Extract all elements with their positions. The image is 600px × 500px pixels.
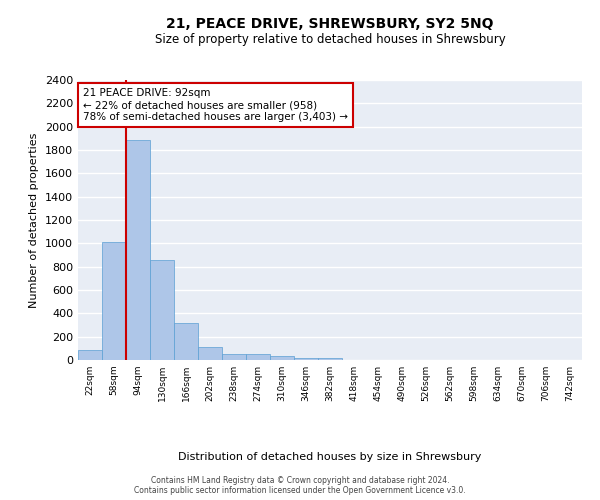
Text: 21 PEACE DRIVE: 92sqm
← 22% of detached houses are smaller (958)
78% of semi-det: 21 PEACE DRIVE: 92sqm ← 22% of detached … [83, 88, 348, 122]
Bar [126, 140, 150, 360]
Bar [270, 356, 294, 360]
Bar [78, 350, 102, 360]
Bar [102, 242, 126, 360]
Text: Distribution of detached houses by size in Shrewsbury: Distribution of detached houses by size … [178, 452, 482, 462]
Bar [318, 358, 342, 360]
Bar [246, 354, 270, 360]
Bar [150, 260, 174, 360]
Bar [294, 358, 318, 360]
Bar [174, 322, 198, 360]
Text: 21, PEACE DRIVE, SHREWSBURY, SY2 5NQ: 21, PEACE DRIVE, SHREWSBURY, SY2 5NQ [166, 18, 494, 32]
Bar [198, 347, 222, 360]
Bar [222, 354, 246, 360]
Text: Size of property relative to detached houses in Shrewsbury: Size of property relative to detached ho… [155, 32, 505, 46]
Text: Contains HM Land Registry data © Crown copyright and database right 2024.
Contai: Contains HM Land Registry data © Crown c… [134, 476, 466, 495]
Y-axis label: Number of detached properties: Number of detached properties [29, 132, 40, 308]
